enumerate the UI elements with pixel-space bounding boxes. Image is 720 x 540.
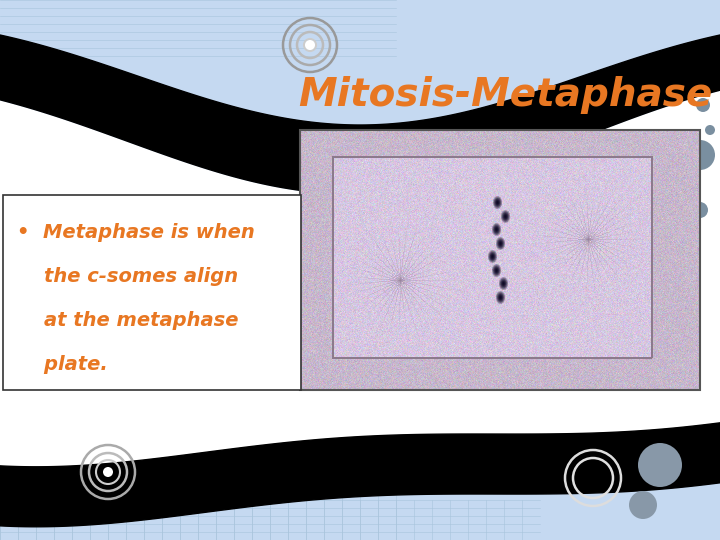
Bar [3, 195, 301, 390]
Circle shape [677, 174, 699, 196]
Text: •  Metaphase is when: • Metaphase is when [17, 223, 255, 242]
Circle shape [696, 98, 710, 112]
Circle shape [685, 140, 715, 170]
Bar [300, 130, 700, 390]
Text: the c-somes align: the c-somes align [17, 267, 238, 286]
Text: at the metaphase: at the metaphase [17, 311, 238, 330]
Circle shape [692, 202, 708, 218]
Text: plate.: plate. [17, 355, 108, 374]
Circle shape [638, 443, 682, 487]
Circle shape [629, 491, 657, 519]
Circle shape [103, 467, 113, 477]
Text: Mitosis-Metaphase: Mitosis-Metaphase [298, 76, 712, 114]
Circle shape [705, 125, 715, 135]
Circle shape [305, 40, 315, 50]
